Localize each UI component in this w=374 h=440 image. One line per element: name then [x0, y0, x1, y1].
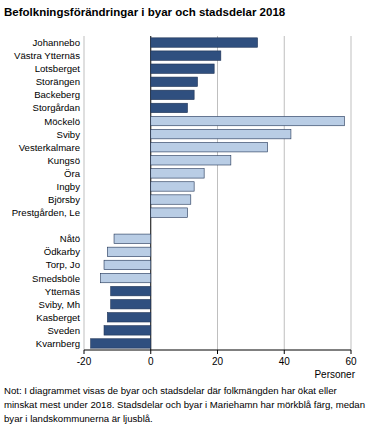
bar: [151, 195, 191, 204]
category-label: Storgårdan: [33, 102, 80, 113]
category-label: Sveden: [47, 325, 80, 336]
bar: [151, 208, 188, 217]
grid-line: [284, 36, 285, 350]
category-label: Kungsö: [47, 155, 80, 166]
category-label: Ingby: [57, 181, 81, 192]
category-label: Lotsberget: [35, 63, 81, 74]
bar: [151, 77, 198, 86]
category-label: Vesterkalmare: [19, 142, 80, 153]
bar: [151, 38, 258, 47]
tick-mark: [284, 350, 285, 354]
bar: [151, 64, 214, 73]
category-label: Torp, Jo: [46, 259, 80, 270]
category-label: Västra Ytternäs: [14, 50, 80, 61]
category-label: Kvarnberg: [36, 338, 80, 349]
category-label: Storängen: [36, 76, 80, 87]
category-label: Kasberget: [36, 312, 80, 323]
axis-label: Personer: [314, 369, 355, 380]
bar: [151, 103, 188, 112]
bar: [101, 273, 151, 282]
bar: [151, 156, 231, 165]
category-label: Sviby: [57, 129, 81, 140]
bar: [151, 116, 345, 125]
category-label: Sviby, Mh: [39, 299, 80, 310]
bar: [107, 313, 150, 322]
tick-mark: [150, 350, 151, 354]
category-label: Smedsböle: [32, 273, 80, 284]
bar: [104, 260, 151, 269]
category-label: Prestgården, Le: [12, 207, 80, 218]
bar: [104, 326, 151, 335]
category-label: Björsby: [48, 194, 80, 205]
tick-label: 0: [148, 356, 154, 367]
chart: Befolkningsförändringar i byar och stads…: [0, 0, 374, 440]
bar: [151, 90, 194, 99]
bar: [111, 299, 151, 308]
bar: [91, 339, 151, 348]
bar: [151, 182, 194, 191]
category-label: Nåtö: [60, 233, 80, 244]
note: Not: I diagrammet visas de byar och stad…: [4, 384, 366, 426]
bar: [151, 129, 291, 138]
category-label: Yttemäs: [45, 286, 80, 297]
grid-line: [217, 36, 218, 350]
tick-label: -20: [77, 356, 92, 367]
tick-label: 20: [212, 356, 224, 367]
category-label: Öra: [64, 168, 81, 179]
tick-mark: [217, 350, 218, 354]
category-label: Möckelö: [44, 116, 80, 127]
tick-label: 60: [345, 356, 357, 367]
bar: [111, 286, 151, 295]
tick-mark: [351, 350, 352, 354]
bar: [151, 51, 221, 60]
category-label: Ödkarby: [44, 246, 80, 257]
x-axis: [84, 350, 351, 351]
tick-mark: [84, 350, 85, 354]
bar: [151, 169, 204, 178]
grid-line: [351, 36, 352, 350]
category-label: Backeberg: [34, 89, 80, 100]
bars: [91, 38, 345, 348]
bar: [114, 234, 151, 243]
category-label: Johannebo: [33, 37, 80, 48]
title: Befolkningsförändringar i byar och stads…: [4, 6, 286, 18]
tick-label: 40: [279, 356, 291, 367]
grid-line: [84, 36, 85, 350]
bar: [151, 142, 268, 151]
bar: [107, 247, 150, 256]
